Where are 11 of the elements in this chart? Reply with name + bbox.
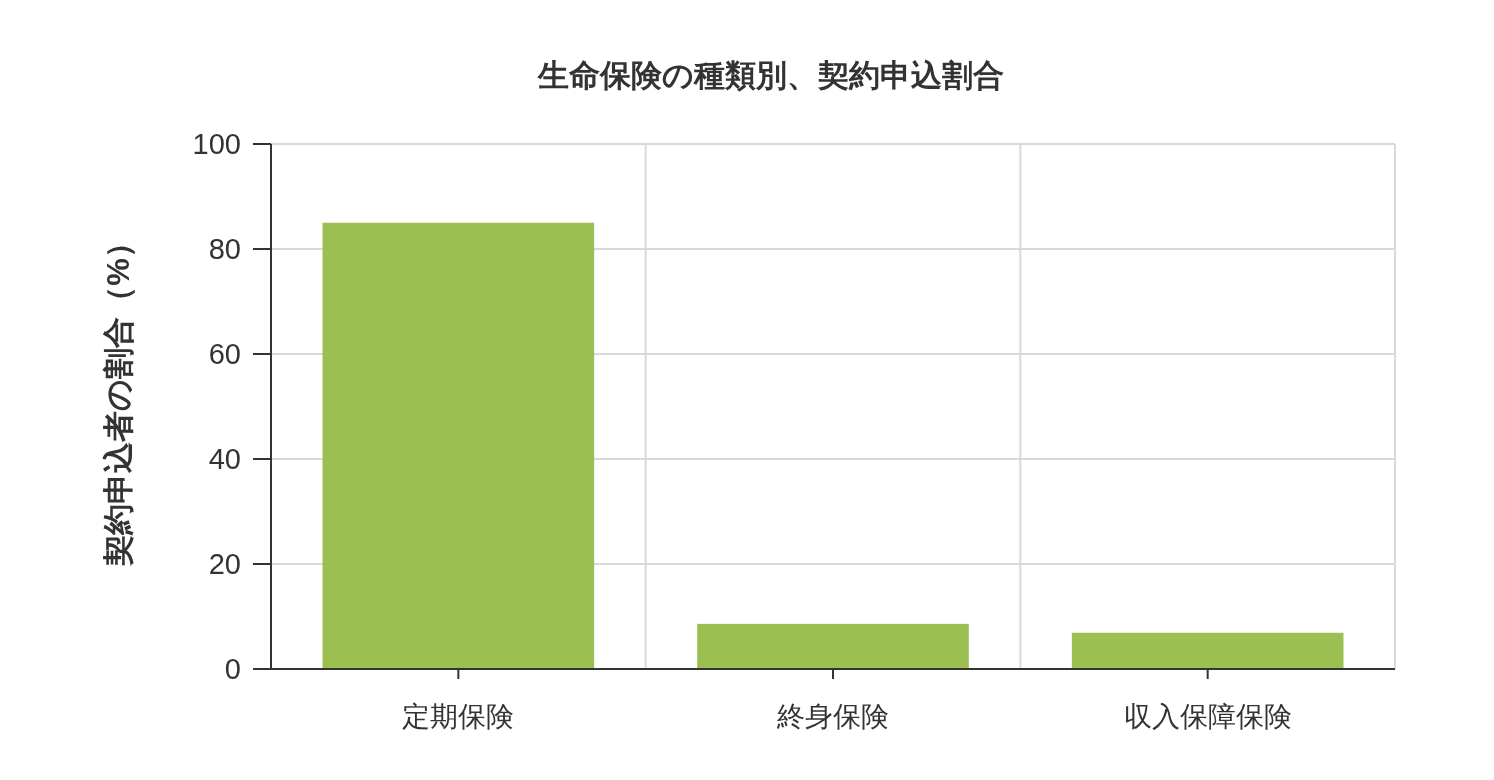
y-tick-label: 60 [208, 338, 241, 370]
y-tick-label: 20 [208, 548, 241, 580]
y-axis-title: 契約申込者の割合（%） [100, 227, 136, 567]
x-tick-label: 収入保障保険 [1123, 700, 1292, 732]
chart-title: 生命保険の種類別、契約申込割合 [537, 57, 1004, 93]
y-tick-label: 100 [192, 128, 241, 160]
y-tick-label: 0 [224, 653, 241, 685]
y-tick-label: 80 [208, 233, 241, 265]
x-tick-label: 定期保険 [402, 700, 515, 732]
x-tick-label: 終身保険 [776, 700, 889, 732]
y-tick-label: 40 [208, 443, 241, 475]
